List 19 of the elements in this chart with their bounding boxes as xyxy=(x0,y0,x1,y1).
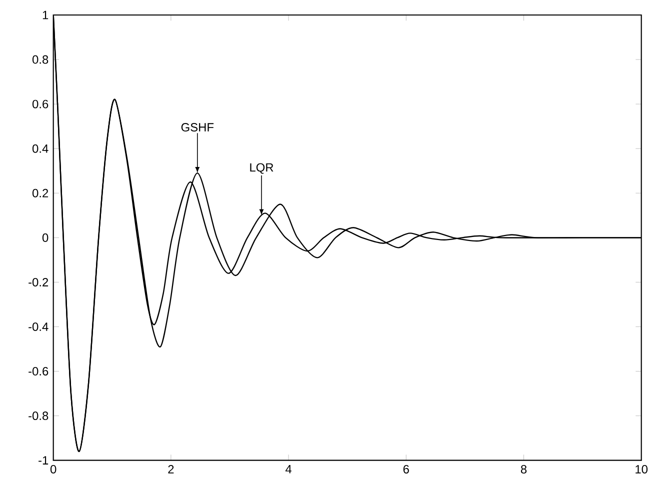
y-tick-label: -0.4 xyxy=(28,322,48,331)
x-tick-label: 2 xyxy=(168,465,174,474)
y-tick-label: 0.6 xyxy=(32,100,48,108)
annotation: LQR xyxy=(250,163,274,174)
y-tick-label: 0 xyxy=(42,233,48,242)
y-tick-label: -1 xyxy=(38,456,48,464)
y-tick-label: -0.2 xyxy=(28,278,48,286)
x-tick-label: 8 xyxy=(520,465,527,474)
y-tick-label: -0.6 xyxy=(28,367,48,376)
x-tick-label: 4 xyxy=(285,465,292,474)
annotation: GSHF xyxy=(181,123,214,132)
x-tick-label: 6 xyxy=(403,465,409,474)
y-tick-label: 0.8 xyxy=(32,55,48,64)
y-tick-label: 0.4 xyxy=(32,144,48,153)
y-tick-label: 1 xyxy=(42,10,48,20)
x-tick-label: 10 xyxy=(636,465,648,474)
y-tick-label: -0.8 xyxy=(28,412,48,420)
x-tick-label: 0 xyxy=(50,465,56,474)
y-tick-label: 0.2 xyxy=(32,188,48,198)
